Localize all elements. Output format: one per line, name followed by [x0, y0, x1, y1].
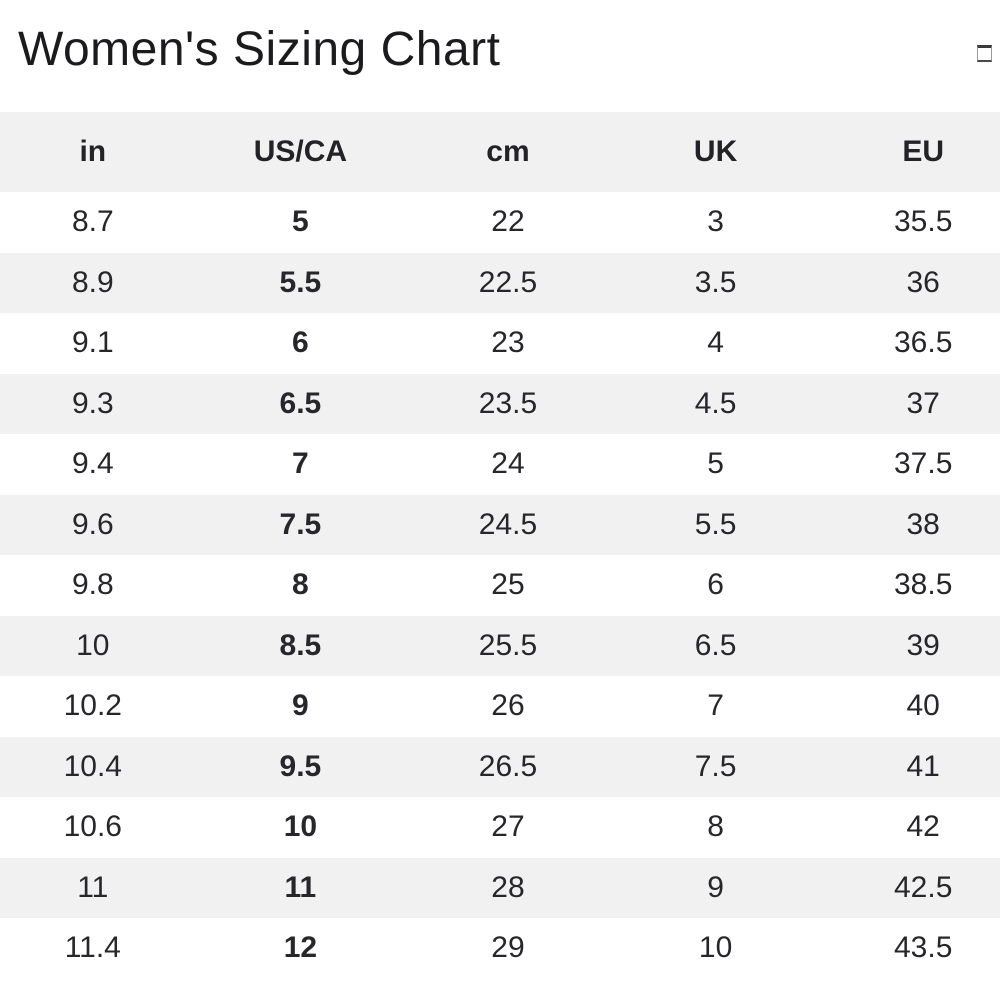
cell-uk: 9 [707, 870, 724, 904]
cell-cm: 25 [491, 568, 525, 602]
cell-in: 8.9 [71, 265, 114, 299]
cell-usca: 11 [284, 870, 317, 904]
window-outline-icon [977, 45, 992, 62]
cell-eu: 42.5 [893, 870, 953, 904]
table-row: 11 11 28 9 42.5 [0, 857, 1000, 918]
cell-cm: 24.5 [478, 507, 538, 541]
cell-eu: 35.5 [893, 205, 953, 239]
cell-uk: 3 [707, 205, 724, 239]
cell-in: 11.4 [64, 931, 121, 965]
cell-in: 10 [76, 628, 110, 662]
table-row: 9.6 7.5 24.5 5.5 38 [0, 494, 1000, 555]
cell-in: 9.4 [71, 447, 114, 481]
cell-cm: 26 [491, 689, 525, 723]
page-title: Women's Sizing Chart [18, 23, 501, 76]
cell-eu: 38.5 [893, 568, 953, 602]
table-body: 8.7 5 22 3 35.5 8.9 5.5 22.5 3.5 36 9.1 6 23 4 36.5 9.3… [0, 192, 1000, 979]
cell-uk: 5 [707, 447, 724, 481]
cell-usca: 5.5 [279, 265, 322, 299]
table-head: in US/CA cm UK EU [0, 112, 1000, 192]
cell-usca: 6 [292, 326, 309, 360]
cell-eu: 39 [906, 628, 940, 662]
column-header-eu: EU [819, 112, 1000, 192]
cell-uk: 3.5 [694, 265, 737, 299]
cell-eu: 38 [906, 507, 940, 541]
table-row: 8.9 5.5 22.5 3.5 36 [0, 252, 1000, 313]
cell-cm: 26.5 [478, 749, 538, 783]
cell-uk: 10 [698, 931, 733, 965]
cell-usca: 10 [283, 810, 318, 844]
cell-uk: 6 [707, 568, 724, 602]
cell-eu: 42 [906, 810, 940, 844]
table-row: 8.7 5 22 3 35.5 [0, 192, 1000, 253]
cell-eu: 37.5 [893, 447, 953, 481]
table-row: 10.2 9 26 7 40 [0, 676, 1000, 737]
column-header-usca: US/CA [196, 112, 405, 192]
cell-cm: 24 [491, 447, 525, 481]
cell-in: 9.6 [71, 507, 114, 541]
cell-cm: 22 [491, 205, 525, 239]
table-row: 9.8 8 25 6 38.5 [0, 555, 1000, 616]
table-row: 11.4 12 29 10 43.5 [0, 918, 1000, 979]
table-row: 10 8.5 25.5 6.5 39 [0, 615, 1000, 676]
cell-uk: 5.5 [694, 507, 737, 541]
cell-usca: 12 [283, 931, 318, 965]
cell-in: 11 [77, 870, 109, 904]
cell-uk: 7 [707, 689, 724, 723]
cell-in: 10.2 [63, 689, 122, 723]
cell-in: 9.3 [71, 386, 114, 420]
cell-uk: 7.5 [694, 749, 737, 783]
cell-eu: 41 [906, 749, 940, 783]
cell-uk: 8 [707, 810, 724, 844]
column-header-uk: UK [611, 112, 820, 192]
cell-eu: 37 [906, 386, 940, 420]
cell-usca: 7 [292, 447, 309, 481]
cell-usca: 9.5 [279, 749, 322, 783]
cell-cm: 22.5 [478, 265, 538, 299]
cell-usca: 8.5 [279, 628, 322, 662]
cell-eu: 40 [906, 689, 940, 723]
table-row: 9.4 7 24 5 37.5 [0, 434, 1000, 495]
table-row: 9.1 6 23 4 36.5 [0, 313, 1000, 374]
cell-uk: 6.5 [694, 628, 737, 662]
cell-in: 8.7 [71, 205, 114, 239]
cell-cm: 25.5 [478, 628, 538, 662]
cell-uk: 4 [707, 326, 724, 360]
column-header-in: in [0, 112, 197, 192]
cell-usca: 8 [292, 568, 309, 602]
table-header-row: in US/CA cm UK EU [0, 112, 1000, 192]
cell-cm: 29 [491, 931, 525, 965]
cell-eu: 36.5 [893, 326, 953, 360]
cell-usca: 9 [292, 689, 309, 723]
cell-eu: 36 [906, 265, 940, 299]
cell-in: 10.6 [63, 810, 122, 844]
table-row: 10.6 10 27 8 42 [0, 797, 1000, 858]
cell-cm: 28 [491, 870, 525, 904]
cell-uk: 4.5 [694, 386, 737, 420]
cell-usca: 5 [292, 205, 309, 239]
cell-usca: 7.5 [279, 507, 322, 541]
column-header-cm: cm [404, 112, 612, 192]
cell-usca: 6.5 [279, 386, 322, 420]
cell-cm: 23.5 [478, 386, 538, 420]
cell-in: 9.8 [71, 568, 114, 602]
table-row: 9.3 6.5 23.5 4.5 37 [0, 373, 1000, 434]
cell-eu: 43.5 [893, 931, 953, 965]
cell-cm: 23 [491, 326, 525, 360]
cell-in: 9.1 [71, 326, 114, 360]
cell-cm: 27 [491, 810, 525, 844]
sizing-table: in US/CA cm UK EU 8.7 5 22 3 35.5 8.9 5.5 22.5 3… [0, 112, 1000, 979]
page-header: Women's Sizing Chart [0, 0, 1000, 112]
table-row: 10.4 9.5 26.5 7.5 41 [0, 736, 1000, 797]
cell-in: 10.4 [63, 749, 122, 783]
